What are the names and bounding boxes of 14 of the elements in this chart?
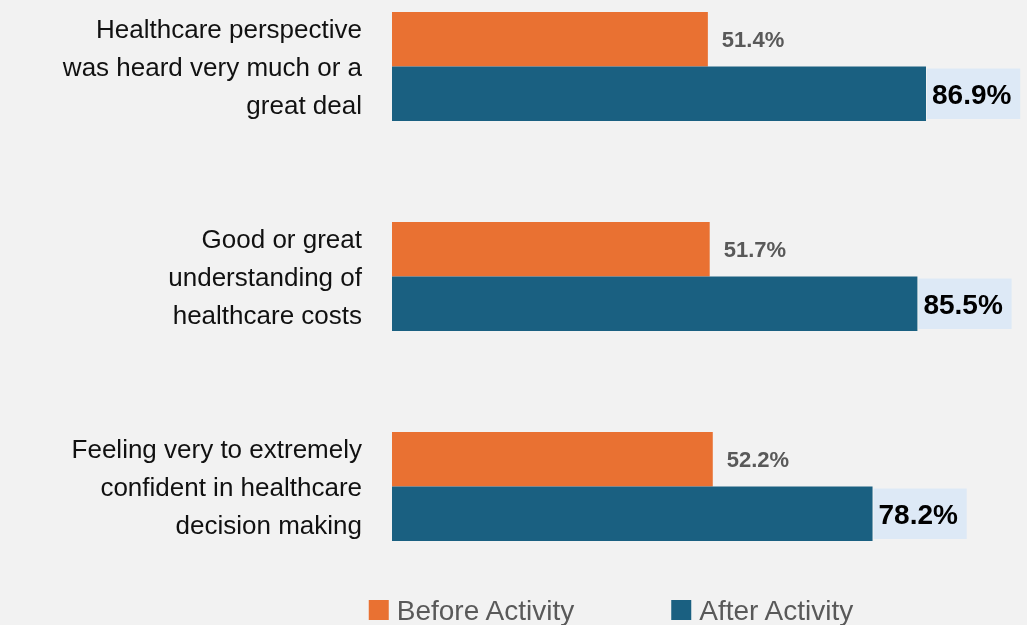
data-label: 85.5% [923,288,1003,320]
y-tick-label: Feeling very to extremely confident in healthcare decision making [71,433,362,540]
legend-label: After Activity [699,594,854,625]
bar [392,222,710,277]
data-label: 78.2% [878,498,959,530]
y-tick-label: Healthcare perspective was heard very much or a great deal [61,13,363,120]
legend-label: Before Activity [396,594,575,625]
bar [392,12,708,67]
data-label: 51.4% [721,26,785,52]
bar [392,432,713,487]
y-tick-label: Good or great understanding of healthcare costs [168,223,363,330]
data-label: 52.2% [726,446,790,472]
data-label: 51.7% [723,236,787,262]
data-label: 86.9% [932,78,1012,110]
